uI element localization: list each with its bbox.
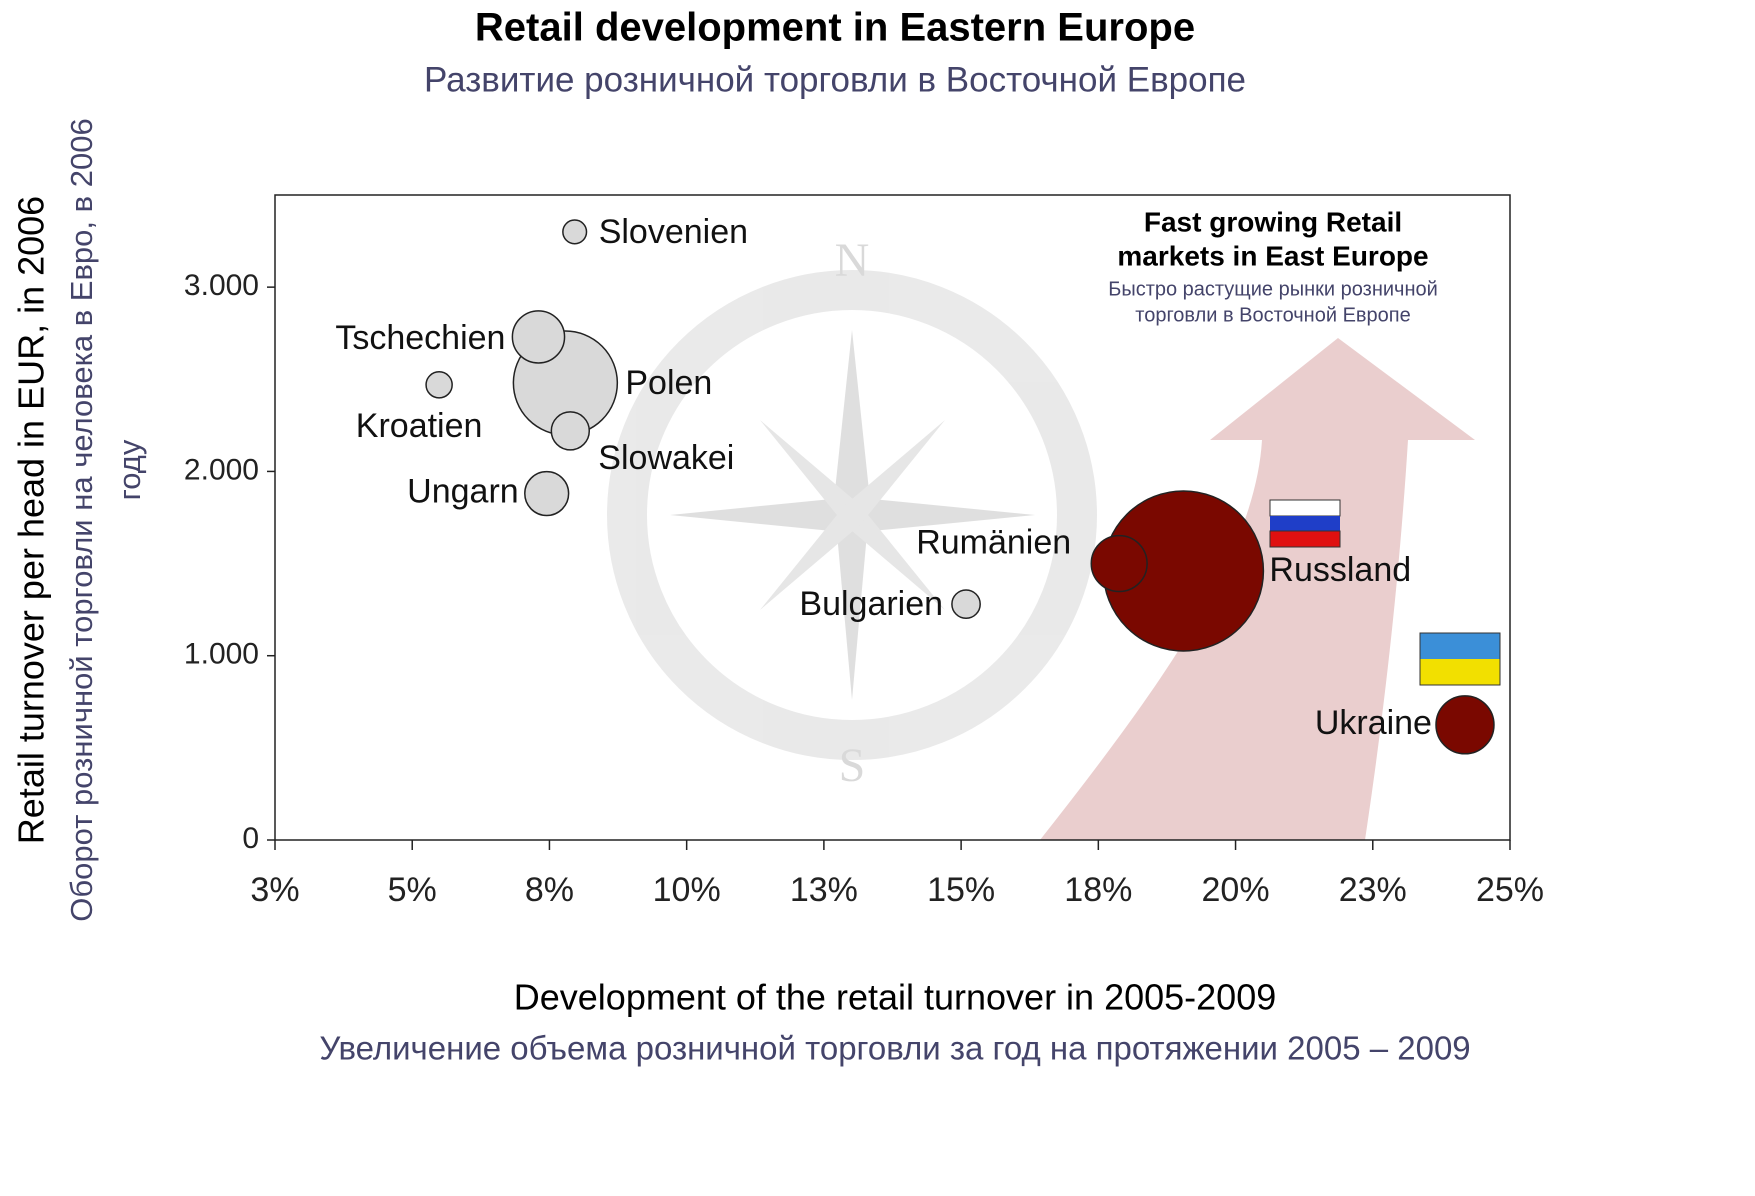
y-axis-title: Retail turnover per head in EUR, in 2006 bbox=[11, 196, 52, 844]
x-tick-label: 13% bbox=[790, 871, 858, 909]
point-label: Kroatien bbox=[356, 407, 483, 445]
annotation: markets in East Europe bbox=[1117, 240, 1428, 271]
bubble bbox=[426, 372, 452, 398]
y-axis-subtitle: году bbox=[112, 439, 147, 500]
chart: N S Retail development in Eastern Europe… bbox=[0, 0, 1755, 1196]
bubble bbox=[525, 472, 569, 516]
y-tick-label: 0 bbox=[242, 822, 259, 855]
point-label: Rumänien bbox=[916, 524, 1071, 562]
x-tick-label: 20% bbox=[1202, 871, 1270, 909]
x-axis-subtitle: Увеличение объема розничной торговли за … bbox=[319, 1030, 1470, 1067]
annotation: Fast growing Retail bbox=[1144, 206, 1402, 237]
bubble bbox=[563, 220, 587, 244]
ukraine-flag bbox=[1420, 633, 1500, 685]
x-tick-label: 8% bbox=[525, 871, 574, 909]
x-tick-label: 5% bbox=[388, 871, 437, 909]
point-label: Tschechien bbox=[335, 319, 505, 357]
page: {"chart_data": {"type": "bubble", "title… bbox=[0, 0, 1755, 1196]
x-tick-label: 10% bbox=[653, 871, 721, 909]
point-label: Bulgarien bbox=[799, 585, 943, 623]
bubble bbox=[1091, 536, 1147, 592]
point-label: Ungarn bbox=[407, 473, 519, 511]
russia-flag bbox=[1270, 500, 1340, 547]
chart-subtitle: Развитие розничной торговли в Восточной … bbox=[424, 60, 1246, 99]
annotation-sub: торговли в Восточной Европе bbox=[1135, 304, 1410, 326]
chart-title: Retail development in Eastern Europe bbox=[475, 6, 1195, 50]
point-label: Ukraine bbox=[1315, 704, 1432, 742]
x-tick-label: 15% bbox=[927, 871, 995, 909]
point-label: Slowakei bbox=[598, 439, 734, 477]
x-axis-title: Development of the retail turnover in 20… bbox=[514, 977, 1276, 1018]
x-tick-label: 3% bbox=[250, 871, 299, 909]
y-axis-subtitle: Оборот розничной торговли на человека в … bbox=[64, 118, 99, 921]
y-tick-label: 1.000 bbox=[184, 638, 259, 671]
x-tick-label: 25% bbox=[1476, 871, 1544, 909]
y-tick-label: 2.000 bbox=[184, 453, 259, 486]
bubble bbox=[952, 590, 980, 618]
svg-text:N: N bbox=[835, 234, 870, 287]
annotation-sub: Быстро растущие рынки розничной bbox=[1108, 278, 1438, 300]
bubble bbox=[1436, 696, 1494, 754]
svg-text:S: S bbox=[839, 739, 866, 792]
x-tick-label: 18% bbox=[1064, 871, 1132, 909]
bubble bbox=[551, 412, 589, 450]
y-tick-label: 3.000 bbox=[184, 269, 259, 302]
point-label: Russland bbox=[1269, 551, 1411, 589]
point-label: Slovenien bbox=[599, 213, 748, 251]
point-label: Polen bbox=[625, 364, 712, 402]
compass-decoration: N S bbox=[627, 234, 1077, 792]
x-tick-label: 23% bbox=[1339, 871, 1407, 909]
bubble bbox=[512, 311, 564, 363]
